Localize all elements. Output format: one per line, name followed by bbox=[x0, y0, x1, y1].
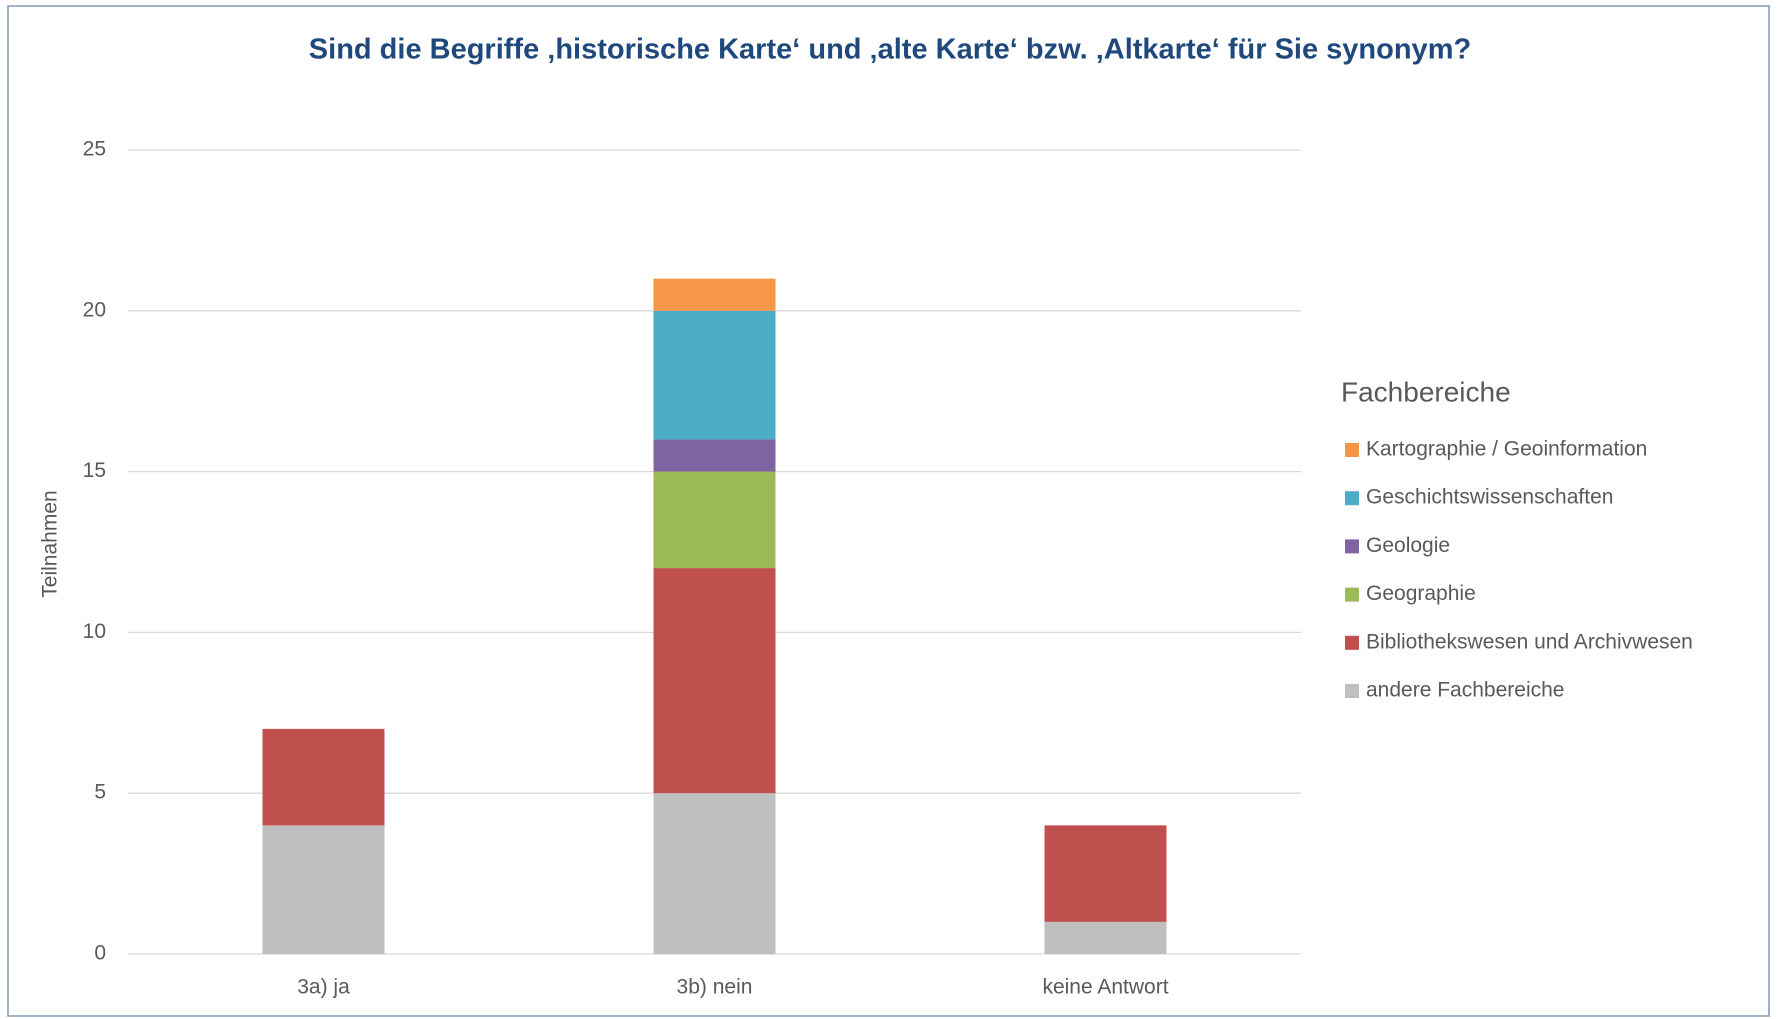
bar-segment bbox=[653, 793, 776, 954]
bar-segment bbox=[1044, 921, 1167, 954]
legend-swatch bbox=[1345, 684, 1359, 698]
bar-segment bbox=[262, 728, 385, 826]
legend-label: Geologie bbox=[1366, 534, 1450, 557]
bar-segment bbox=[653, 310, 776, 440]
x-tick-label: 3b) nein bbox=[677, 976, 753, 999]
bar-segment bbox=[1044, 825, 1167, 922]
legend-title: Fachbereiche bbox=[1341, 376, 1511, 407]
bar-segment bbox=[653, 568, 776, 794]
bar-segment bbox=[262, 825, 385, 954]
y-tick-label: 25 bbox=[83, 138, 106, 161]
legend-label: Bibliothekswesen und Archivwesen bbox=[1366, 630, 1693, 653]
y-tick-label: 15 bbox=[83, 459, 106, 482]
y-tick-label: 10 bbox=[83, 620, 106, 643]
legend-label: Geschichtswissenschaften bbox=[1366, 486, 1613, 509]
legend-swatch bbox=[1345, 587, 1359, 602]
chart-title: Sind die Begriffe ‚historische Karte‘ un… bbox=[309, 34, 1471, 66]
legend-label: Kartographie / Geoinformation bbox=[1366, 438, 1647, 461]
y-tick-label: 5 bbox=[94, 781, 106, 804]
y-tick-label: 0 bbox=[94, 942, 106, 965]
legend-swatch bbox=[1345, 443, 1359, 457]
legend-label: andere Fachbereiche bbox=[1366, 679, 1564, 702]
legend-swatch bbox=[1345, 491, 1359, 506]
legend-swatch bbox=[1345, 635, 1359, 650]
bar-segment bbox=[653, 439, 776, 472]
x-tick-label: keine Antwort bbox=[1042, 976, 1168, 999]
x-tick-label: 3a) ja bbox=[297, 976, 350, 999]
legend-swatch bbox=[1345, 539, 1359, 554]
y-axis-label: Teilnahmen bbox=[39, 490, 62, 597]
y-tick-label: 20 bbox=[83, 298, 106, 321]
bar-segment bbox=[653, 278, 776, 311]
legend-label: Geographie bbox=[1366, 582, 1476, 605]
bar-segment bbox=[653, 471, 776, 569]
